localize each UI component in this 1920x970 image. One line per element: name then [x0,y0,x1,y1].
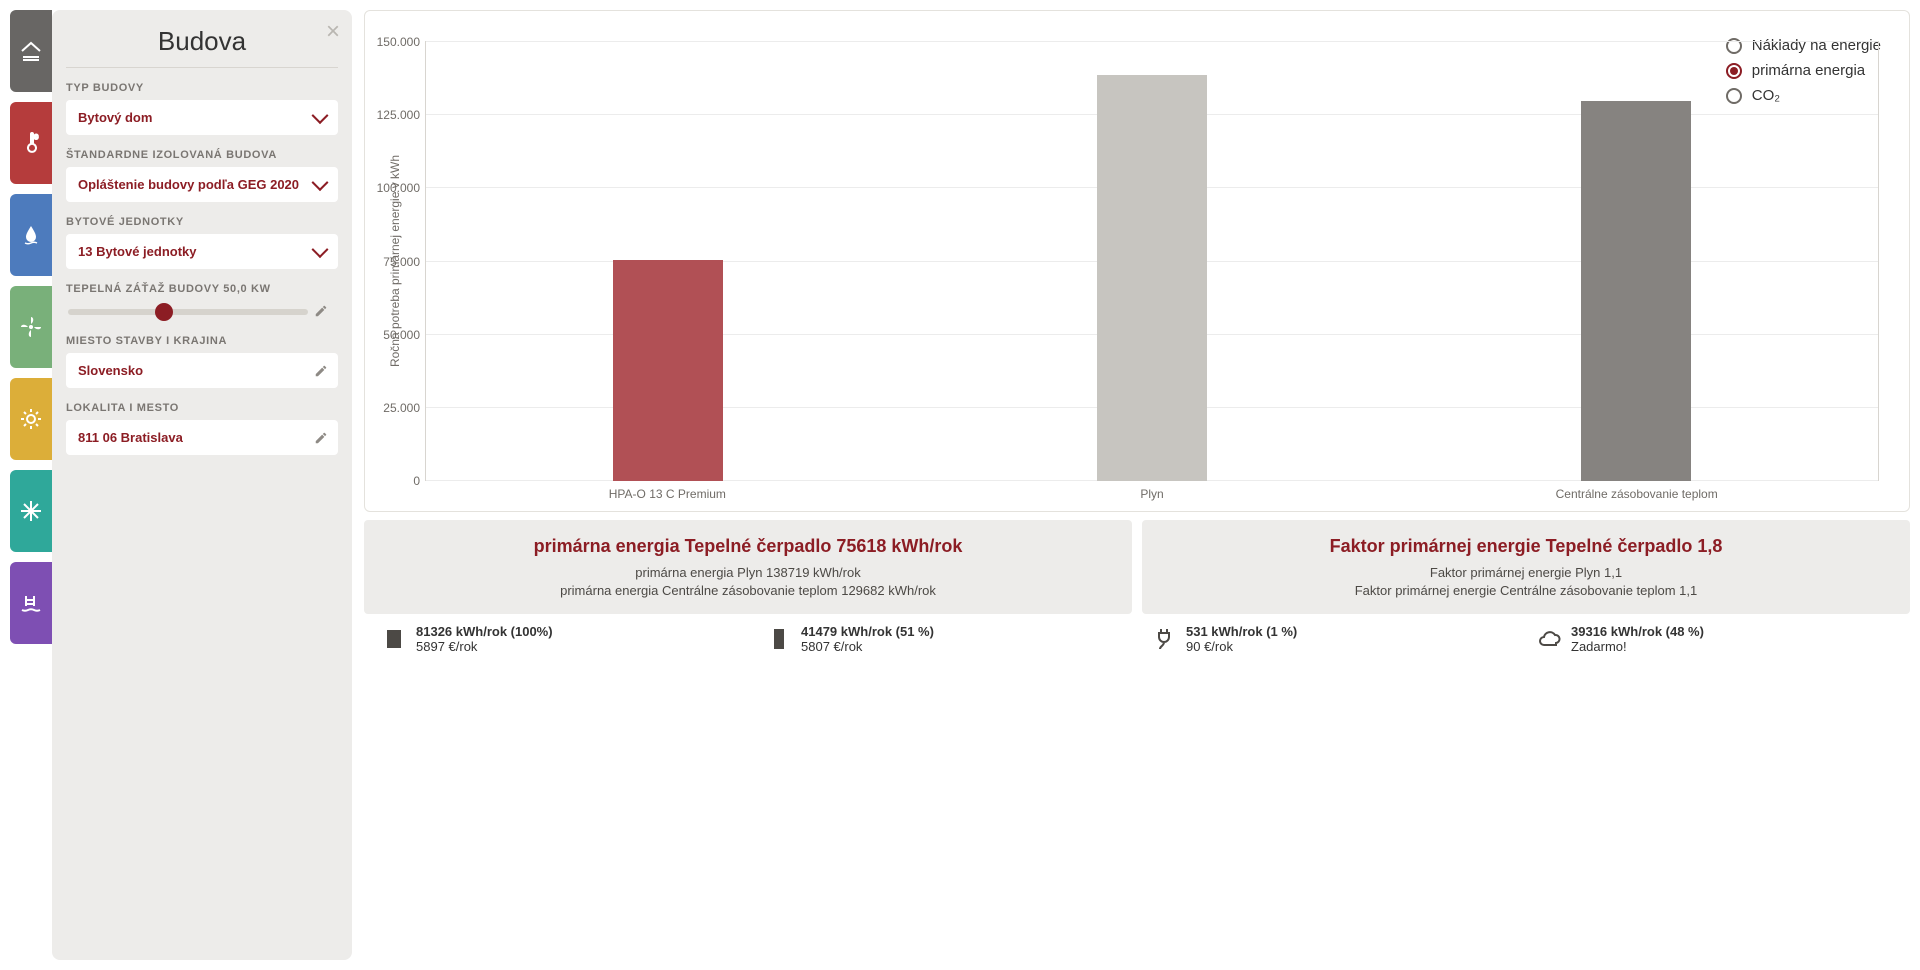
summary-sub: primárna energia Centrálne zásobovanie t… [382,583,1114,598]
rail-snow[interactable] [10,470,52,552]
fridge-icon [767,627,791,651]
temp-icon: c [19,131,43,155]
y-tick: 125.000 [370,108,420,122]
stat-l2: 5897 €/rok [416,639,553,654]
stat-l1: 81326 kWh/rok (100%) [416,624,553,639]
bar-1 [1097,75,1207,481]
label-units: BYTOVÉ JEDNOTKY [66,216,338,228]
rail-pool[interactable] [10,562,52,644]
chart: Ročná potreba primárnej energie v kWh 02… [425,41,1879,481]
water-icon [19,223,43,247]
select-units[interactable]: 13 Bytové jednotky [66,234,338,269]
gridline [426,41,1878,42]
summary-primary-energy: primárna energia Tepelné čerpadlo 75618 … [364,520,1132,614]
y-tick: 75.000 [370,255,420,269]
y-tick: 0 [370,474,420,488]
stats-row: 81326 kWh/rok (100%)5897 €/rok 41479 kWh/… [364,614,1910,654]
stat-item: 81326 kWh/rok (100%)5897 €/rok [382,624,737,654]
select-value: 13 Bytové jednotky [78,244,197,259]
snow-icon [19,499,43,523]
input-value: Slovensko [78,363,143,378]
summary-title: primárna energia Tepelné čerpadlo 75618 … [382,536,1114,557]
bar-0 [613,260,723,481]
svg-text:c: c [34,132,38,141]
y-tick: 25.000 [370,401,420,415]
chart-card: Náklady na energieprimárna energiaCO₂ Ro… [364,10,1910,512]
x-label: Plyn [910,487,1395,501]
cloud-icon [1537,627,1561,651]
stat-l2: 5807 €/rok [801,639,934,654]
slider-track [68,309,308,315]
y-tick: 50.000 [370,328,420,342]
y-tick: 100.000 [370,181,420,195]
summary-sub: Faktor primárnej energie Centrálne zásob… [1160,583,1892,598]
rail-fan[interactable] [10,286,52,368]
x-label: Centrálne zásobovanie teplom [1394,487,1879,501]
label-country: MIESTO STAVBY I KRAJINA [66,335,338,347]
stat-item: 41479 kWh/rok (51 %)5807 €/rok [767,624,1122,654]
slider-heat-load[interactable] [66,301,338,321]
input-value: 811 06 Bratislava [78,430,183,445]
rail-water[interactable] [10,194,52,276]
fan-icon [19,315,43,339]
label-heat-load: TEPELNÁ ZÁŤAŽ BUDOVY 50,0 KW [66,283,338,295]
nav-rail: c [0,0,52,970]
summary-sub: Faktor primárnej energie Plyn 1,1 [1160,565,1892,580]
y-ticks: 025.00050.00075.000100.000125.000150.000 [374,42,426,481]
pool-icon [19,591,43,615]
stat-l2: 90 €/rok [1186,639,1297,654]
x-label: HPA-O 13 C Premium [425,487,910,501]
rail-home[interactable] [10,10,52,92]
summary-factor: Faktor primárnej energie Tepelné čerpadl… [1142,520,1910,614]
rail-sun[interactable] [10,378,52,460]
slider-thumb[interactable] [155,303,173,321]
building-icon [382,627,406,651]
select-insulation[interactable]: Opláštenie budovy podľa GEG 2020 [66,167,338,202]
rail-temp[interactable]: c [10,102,52,184]
main: Náklady na energieprimárna energiaCO₂ Ro… [364,10,1910,970]
summary-row: primárna energia Tepelné čerpadlo 75618 … [364,520,1910,614]
x-labels: HPA-O 13 C PremiumPlynCentrálne zásobova… [425,487,1879,501]
y-tick: 150.000 [370,35,420,49]
stat-l1: 41479 kWh/rok (51 %) [801,624,934,639]
home-icon [19,39,43,63]
input-city[interactable]: 811 06 Bratislava [66,420,338,455]
divider [66,67,338,68]
plug-icon [1152,627,1176,651]
summary-title: Faktor primárnej energie Tepelné čerpadl… [1160,536,1892,557]
sun-icon [19,407,43,431]
edit-icon [314,431,328,445]
plot-area: 025.00050.00075.000100.000125.000150.000 [425,41,1879,481]
stat-l2: Zadarmo! [1571,639,1704,654]
label-building-type: TYP BUDOVY [66,82,338,94]
label-insulation: ŠTANDARDNE IZOLOVANÁ BUDOVA [66,149,338,161]
edit-icon [314,304,328,318]
close-icon[interactable]: × [326,18,340,46]
summary-sub: primárna energia Plyn 138719 kWh/rok [382,565,1114,580]
stat-item: 531 kWh/rok (1 %)90 €/rok [1152,624,1507,654]
stat-l1: 39316 kWh/rok (48 %) [1571,624,1704,639]
label-city: LOKALITA I MESTO [66,402,338,414]
stat-l1: 531 kWh/rok (1 %) [1186,624,1297,639]
edit-icon [314,364,328,378]
input-country[interactable]: Slovensko [66,353,338,388]
select-building-type[interactable]: Bytový dom [66,100,338,135]
select-value: Opláštenie budovy podľa GEG 2020 [78,177,299,192]
sidebar-panel: × Budova TYP BUDOVY Bytový dom ŠTANDARDN… [52,10,352,960]
stat-item: 39316 kWh/rok (48 %)Zadarmo! [1537,624,1892,654]
select-value: Bytový dom [78,110,152,125]
panel-title: Budova [66,26,338,57]
bar-2 [1581,101,1691,481]
